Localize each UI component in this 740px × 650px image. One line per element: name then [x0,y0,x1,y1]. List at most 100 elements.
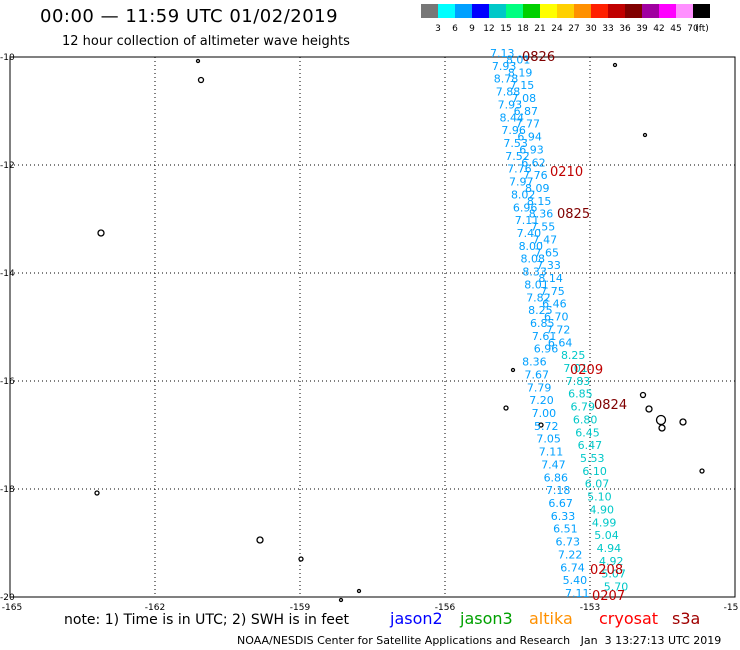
wave-height-value: 8.02 [511,188,536,201]
legend-label: 27 [568,24,579,34]
wave-height-value: 7.83 [566,375,591,388]
wave-height-value: 7.67 [525,368,550,381]
legend-swatch [472,4,489,18]
wave-height-value: 7.76 [507,163,531,176]
lon-tick-label: -162 [145,603,165,613]
wave-height-value: 5.04 [594,529,619,542]
island-outline [356,588,362,594]
wave-height-value: 6.10 [582,465,607,478]
legend-label: 18 [517,24,529,34]
wave-height-value: 7.88 [496,86,521,99]
wave-height-value: 8.36 [529,208,554,221]
satellite-label-cryosat: cryosat [599,609,659,628]
wave-height-value: 6.86 [544,471,569,484]
wave-height-value: 8.14 [538,272,563,285]
legend-label: 9 [469,24,475,34]
island-outline [510,367,516,373]
wave-height-value: 6.80 [573,413,598,426]
island-outline [195,58,201,64]
lat-tick-label: -14 [0,269,15,279]
wave-height-value: 7.18 [546,484,571,497]
color-legend: 3 6 9 12 15 18 21 24 27 30 33 36 39 42 45 70(ft) [421,4,710,34]
wave-height-value: 6.94 [517,131,542,144]
wave-height-value: 7.08 [512,92,536,105]
wave-height-value: 7.65 [535,246,560,259]
legend-label: 39 [636,24,648,34]
wave-height-value: 7.47 [533,233,558,246]
note-text: note: 1) Time is in UTC; 2) SWH is in fe… [64,612,350,628]
legend-swatch [693,4,710,18]
wave-height-value: 7.53 [503,137,528,150]
wave-height-value: 8.01 [524,278,549,291]
lat-tick-label: -10 [0,53,15,63]
wave-height-value: 7.76 [523,169,548,182]
wave-height-value: 7.77 [515,118,540,131]
map-frame [9,56,736,598]
wave-height-value: 7.22 [558,548,583,561]
legend-swatch [608,4,625,18]
island-outline [655,414,667,426]
island-outline [658,424,666,432]
legend-label: 45 [670,24,681,34]
wave-height-value: 8.01 [506,53,531,66]
legend-label: 3 [435,24,441,34]
wave-height-value: 8.25 [561,349,586,362]
wave-height-value: 6.87 [514,105,539,118]
wave-height-value: 6.70 [544,311,569,324]
wave-height-value: 7.93 [492,60,517,73]
map-title: 00:00 — 11:59 UTC 01/02/2019 [40,6,339,27]
wave-height-value: 5.53 [580,452,605,465]
legend-swatch [540,4,557,18]
lon-tick-label: -153 [580,603,600,613]
wave-height-value: 7.61 [532,330,557,343]
wave-height-value: 6.73 [555,536,580,549]
wave-height-value: 6.46 [542,298,567,311]
wave-height-value: 8.09 [525,182,550,195]
wave-height-value: 4.90 [590,503,615,516]
island-outline [94,490,100,496]
pass-time-label: 0210 [550,165,583,180]
wave-height-value: 4.94 [597,542,622,555]
legend-swatch [676,4,693,18]
wave-height-value: 7.13 [490,47,515,60]
lat-tick-label: -18 [0,485,15,495]
wave-height-value: 7.47 [541,458,566,471]
footer-credit: NOAA/NESDIS Center for Satellite Applica… [237,634,722,647]
wave-height-value: 7.01 [563,362,588,375]
legend-label: 42 [653,24,664,34]
wave-height-value: 7.33 [536,259,561,272]
wave-height-value: 5.07 [601,568,626,581]
legend-swatch [489,4,506,18]
wave-height-value: 7.72 [546,323,571,336]
legend-swatch [455,4,472,18]
legend-label: 15 [500,24,511,34]
wave-height-value: 8.00 [519,240,544,253]
wave-height-value: 8.19 [508,66,533,79]
island-outline [645,405,653,413]
wave-height-value: 6.74 [560,561,585,574]
pass-time-label: 0207 [592,589,625,604]
wave-height-value: 6.96 [513,201,538,214]
wave-height-value: 7.79 [527,381,552,394]
island-outline [298,556,304,562]
wave-height-value: 7.82 [526,291,551,304]
wave-height-value: 6.47 [578,439,603,452]
wave-height-value: 8.15 [527,195,552,208]
legend-label: 6 [452,24,458,34]
legend-label: 33 [602,24,613,34]
island-outline [197,76,205,84]
wave-height-value: 5.10 [587,491,612,504]
satellite-label-s3a: s3a [672,609,701,628]
island-outline [256,536,264,544]
wave-height-value: 6.79 [570,401,595,414]
wave-height-value: 4.99 [592,516,617,529]
wave-height-value: 7.75 [540,285,565,298]
wave-height-value: 5.70 [604,581,629,594]
wave-height-value: 4.92 [599,555,624,568]
wave-height-value: 8.44 [500,111,525,124]
wave-height-value: 6.85 [530,317,555,330]
wave-height-value: 6.93 [519,143,544,156]
wave-height-value: 7.05 [536,433,561,446]
wave-height-value: 6.07 [585,478,610,491]
